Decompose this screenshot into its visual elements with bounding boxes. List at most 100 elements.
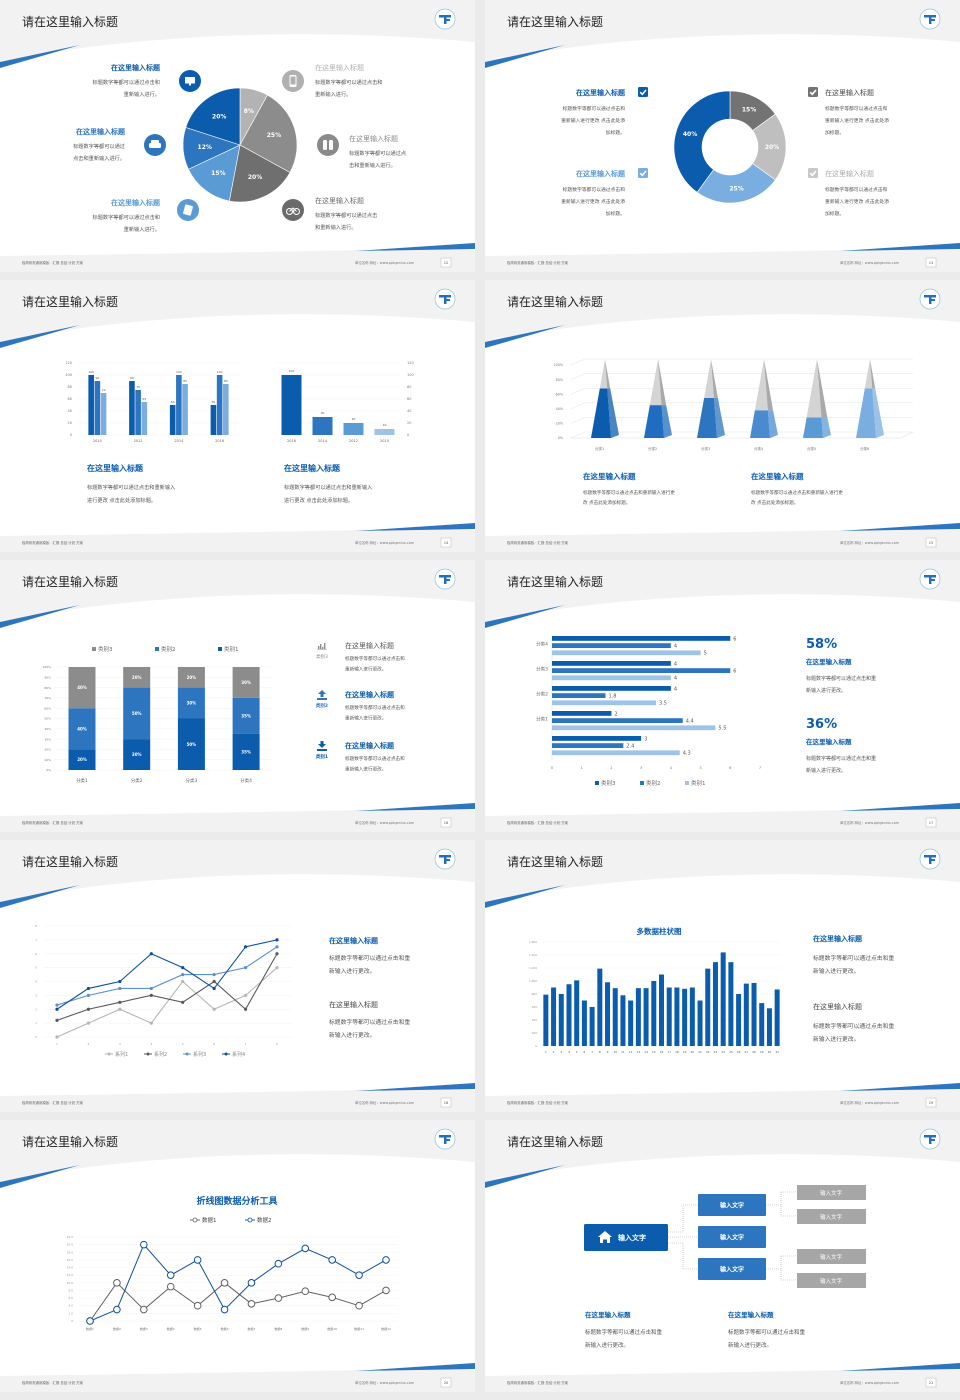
stacked-segment <box>232 667 260 698</box>
slide-19[interactable]: 请在这里输入标题 极简商务通用模板：汇报·总结·计划·方案 单位名称 网址：www.… <box>485 840 960 1112</box>
block-desc: 新输入进行更改。 <box>728 1341 772 1349</box>
slide-20[interactable]: 请在这里输入标题 极简商务通用模板：汇报·总结·计划·方案 单位名称 网址：www.… <box>0 1120 475 1392</box>
x-tick: 分类4 <box>754 446 764 451</box>
data-label: 4 <box>674 686 677 692</box>
x-tick: 3 <box>119 1042 121 1046</box>
slide-content: 0% 20% 40% 60% 80% 100% 分类1 分类2 分类3 分类4 分类5 分类6 在这里输… <box>554 358 914 506</box>
x-tick: 30 <box>768 1050 772 1054</box>
tree-child-node[interactable]: 输入文字 <box>698 1226 766 1248</box>
tree-leaf-node[interactable]: 输入文字 <box>797 1209 866 1224</box>
bar <box>552 643 671 648</box>
data-label: 20 <box>352 417 356 421</box>
footer-left: 极简商务通用模板：汇报·总结·计划·方案 <box>507 1100 568 1105</box>
data-point <box>275 966 279 970</box>
slice-label: 15% <box>211 170 225 177</box>
data-label: 50 <box>212 400 216 404</box>
x-tick: 2010 <box>380 439 389 443</box>
bar <box>759 1003 765 1046</box>
block-desc: 标题数字等都可以通过点击和重新输入进行更 <box>583 489 675 496</box>
legend-marker <box>185 1052 189 1056</box>
y-tick: 0 <box>70 433 72 437</box>
data-label: 40% <box>77 685 87 690</box>
tree-leaf-node[interactable]: 输入文字 <box>797 1273 866 1288</box>
slide-21[interactable]: 请在这里输入标题 极简商务通用模板：汇报·总结·计划·方案 单位名称 网址：www.… <box>485 1120 960 1392</box>
page-number-box <box>925 257 937 268</box>
block-desc: 新输入进行更改。 <box>585 1341 629 1349</box>
block-desc: 进行更改 点击此处添加标题。 <box>87 496 156 504</box>
footer-right: 单位名称 网址：www.pptgenius.com <box>355 540 415 545</box>
block-desc: 重新输入进行。 <box>124 90 160 98</box>
bar <box>682 988 688 1046</box>
y-tick: 16.0 <box>67 1258 73 1262</box>
block-title: 在这里输入标题 <box>585 1310 631 1319</box>
slide-18[interactable]: 请在这里输入标题 极简商务通用模板：汇报·总结·计划·方案 单位名称 网址：www.… <box>0 840 475 1112</box>
slide-13[interactable]: 请在这里输入标题 极简商务通用模板：汇报·总结·计划·方案 单位名称 网址：www.… <box>485 0 960 272</box>
block-title: 在这里输入标题 <box>345 641 394 650</box>
data-label: 4 <box>674 676 677 682</box>
data-label: 75 <box>136 385 140 389</box>
data-label: 100 <box>289 369 295 373</box>
x-tick: 2016 <box>215 439 224 443</box>
block-title: 在这里输入标题 <box>583 471 636 481</box>
bar <box>597 968 603 1046</box>
y-tick: 100% <box>42 665 51 669</box>
data-label: 6 <box>733 636 736 642</box>
data-label: 50% <box>132 711 142 716</box>
y-tick: 1,200 <box>529 966 537 970</box>
y-tick: 6 <box>35 952 37 956</box>
page-number: 12 <box>444 261 449 265</box>
x-tick: 2010 <box>93 439 102 443</box>
icon-label: 类别2 <box>316 702 328 709</box>
y-tick: 40 <box>68 409 72 413</box>
footer-right: 单位名称 网址：www.pptgenius.com <box>355 1380 415 1385</box>
block-title: 在这里输入标题 <box>315 63 364 72</box>
page-number-box <box>925 1097 937 1108</box>
bar <box>312 417 333 435</box>
x-tick: 17 <box>667 1050 671 1054</box>
legend-label: 类别3 <box>98 645 113 653</box>
tree-leaf-node[interactable]: 输入文字 <box>797 1185 866 1200</box>
bar <box>774 989 780 1046</box>
data-point <box>193 1256 202 1264</box>
tree-leaf-node[interactable]: 输入文字 <box>797 1249 866 1264</box>
tree-child-node[interactable]: 输入文字 <box>698 1258 766 1280</box>
x-tick: 分类5 <box>807 446 816 451</box>
tree-child-node[interactable]: 输入文字 <box>698 1194 766 1216</box>
slide-15[interactable]: 请在这里输入标题 极简商务通用模板：汇报·总结·计划·方案 单位名称 网址：www.… <box>485 280 960 552</box>
slide-12[interactable]: 请在这里输入标题 极简商务通用模板：汇报·总结·计划·方案 单位名称 网址：www.… <box>0 0 475 272</box>
stacked-segment <box>123 667 151 688</box>
footer-right: 单位名称 网址：www.pptgenius.com <box>840 1380 900 1385</box>
bar <box>689 987 695 1046</box>
accent-stripe <box>485 885 565 908</box>
data-point <box>212 1007 216 1011</box>
x-tick: 16 <box>660 1050 664 1054</box>
footer-left: 极简商务通用模板：汇报·总结·计划·方案 <box>507 260 568 265</box>
legend-label: 类别1 <box>691 779 706 787</box>
y-tick: 30% <box>44 737 51 741</box>
data-point <box>113 1279 121 1287</box>
slide-17[interactable]: 请在这里输入标题 极简商务通用模板：汇报·总结·计划·方案 单位名称 网址：www.… <box>485 560 960 832</box>
bar <box>728 962 734 1046</box>
block-desc: 新输入进行更改。 <box>329 1031 375 1039</box>
slide-16[interactable]: 请在这里输入标题 极简商务通用模板：汇报·总结·计划·方案 单位名称 网址：www.… <box>0 560 475 832</box>
x-tick: 4 <box>150 1042 152 1046</box>
y-tick: 8.0 <box>69 1288 74 1292</box>
slide-14[interactable]: 请在这里输入标题 极简商务通用模板：汇报·总结·计划·方案 单位名称 网址：www.… <box>0 280 475 552</box>
block-desc: 新输入进行更改。 <box>806 767 846 774</box>
data-point <box>275 952 279 956</box>
accent-stripe <box>0 45 80 68</box>
bar <box>552 718 683 723</box>
y-tick: 70% <box>44 696 51 700</box>
y-tick: 90% <box>44 676 51 680</box>
tree-root-node[interactable]: 输入文字 <box>584 1224 668 1251</box>
data-point <box>86 1317 94 1325</box>
bar <box>210 405 217 435</box>
footer-right: 单位名称 网址：www.pptgenius.com <box>840 260 900 265</box>
y-tick: 12.0 <box>67 1273 73 1277</box>
data-point <box>355 1301 363 1310</box>
slide-title: 请在这里输入标题 <box>507 1134 603 1149</box>
data-point <box>274 1294 283 1302</box>
data-point <box>212 972 216 977</box>
